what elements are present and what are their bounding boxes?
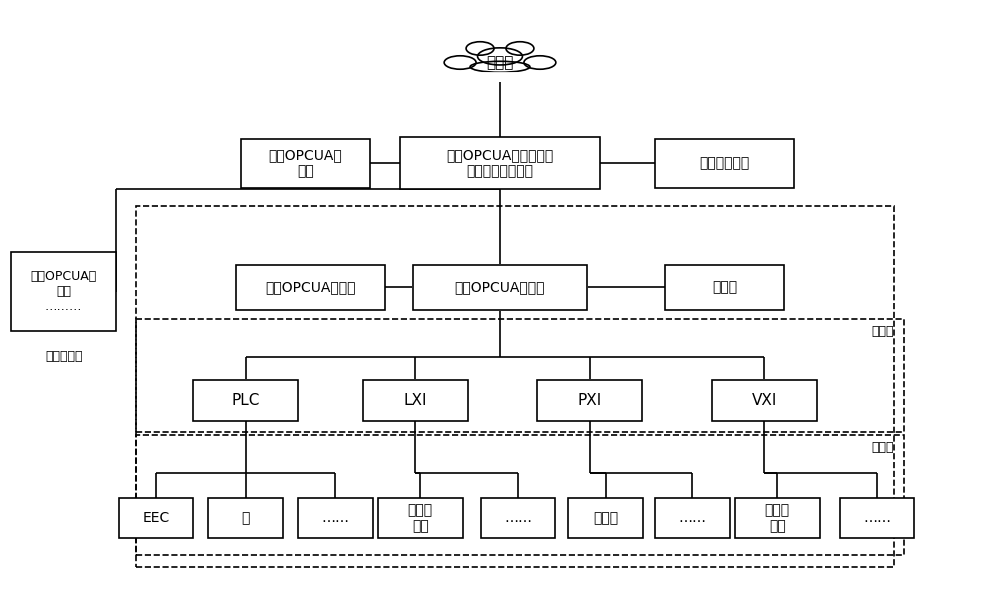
- FancyBboxPatch shape: [712, 379, 817, 421]
- Text: 其它试验台: 其它试验台: [45, 350, 82, 363]
- FancyBboxPatch shape: [481, 498, 555, 538]
- FancyBboxPatch shape: [241, 139, 370, 188]
- Text: EEC: EEC: [142, 511, 170, 525]
- FancyBboxPatch shape: [298, 498, 373, 538]
- FancyBboxPatch shape: [11, 252, 116, 332]
- FancyBboxPatch shape: [363, 379, 468, 421]
- Text: 管控层: 管控层: [871, 325, 894, 338]
- Text: 第一OPCUA服务器（试
验数据管控平台）: 第一OPCUA服务器（试 验数据管控平台）: [446, 148, 554, 179]
- Ellipse shape: [470, 61, 530, 72]
- FancyBboxPatch shape: [193, 379, 298, 421]
- FancyBboxPatch shape: [119, 498, 193, 538]
- FancyBboxPatch shape: [208, 498, 283, 538]
- Text: 压力传
感器: 压力传 感器: [408, 503, 433, 533]
- Ellipse shape: [524, 56, 556, 69]
- Text: 数据库: 数据库: [712, 281, 737, 295]
- Text: ……: ……: [863, 511, 891, 525]
- FancyBboxPatch shape: [413, 265, 587, 310]
- Text: 第二OPCUA客户端: 第二OPCUA客户端: [265, 281, 356, 295]
- Text: 泵: 泵: [242, 511, 250, 525]
- FancyBboxPatch shape: [665, 265, 784, 310]
- Text: LXI: LXI: [403, 393, 427, 408]
- FancyBboxPatch shape: [378, 498, 463, 538]
- FancyBboxPatch shape: [840, 498, 914, 538]
- Ellipse shape: [466, 42, 494, 55]
- Text: 第二OPCUA服
务器
………: 第二OPCUA服 务器 ………: [31, 270, 97, 313]
- FancyBboxPatch shape: [236, 265, 385, 310]
- Text: 流量计: 流量计: [593, 511, 618, 525]
- Ellipse shape: [444, 56, 476, 69]
- Text: ……: ……: [321, 511, 349, 525]
- Text: 温度传
感器: 温度传 感器: [765, 503, 790, 533]
- Ellipse shape: [478, 48, 522, 65]
- FancyBboxPatch shape: [537, 379, 642, 421]
- FancyBboxPatch shape: [655, 498, 730, 538]
- Text: 第一OPCUA客
户端: 第一OPCUA客 户端: [269, 148, 342, 179]
- Text: 执行层: 执行层: [871, 441, 894, 454]
- FancyBboxPatch shape: [568, 498, 643, 538]
- FancyBboxPatch shape: [655, 139, 794, 188]
- Text: 数据分析平台: 数据分析平台: [699, 157, 750, 170]
- Text: 第二OPCUA服务器: 第二OPCUA服务器: [455, 281, 545, 295]
- Text: PLC: PLC: [232, 393, 260, 408]
- Text: VXI: VXI: [752, 393, 777, 408]
- FancyBboxPatch shape: [400, 138, 600, 189]
- Text: 混合云: 混合云: [486, 55, 514, 70]
- Text: ……: ……: [504, 511, 532, 525]
- Text: PXI: PXI: [578, 393, 602, 408]
- Ellipse shape: [506, 42, 534, 55]
- Text: ……: ……: [678, 511, 706, 525]
- FancyBboxPatch shape: [735, 498, 820, 538]
